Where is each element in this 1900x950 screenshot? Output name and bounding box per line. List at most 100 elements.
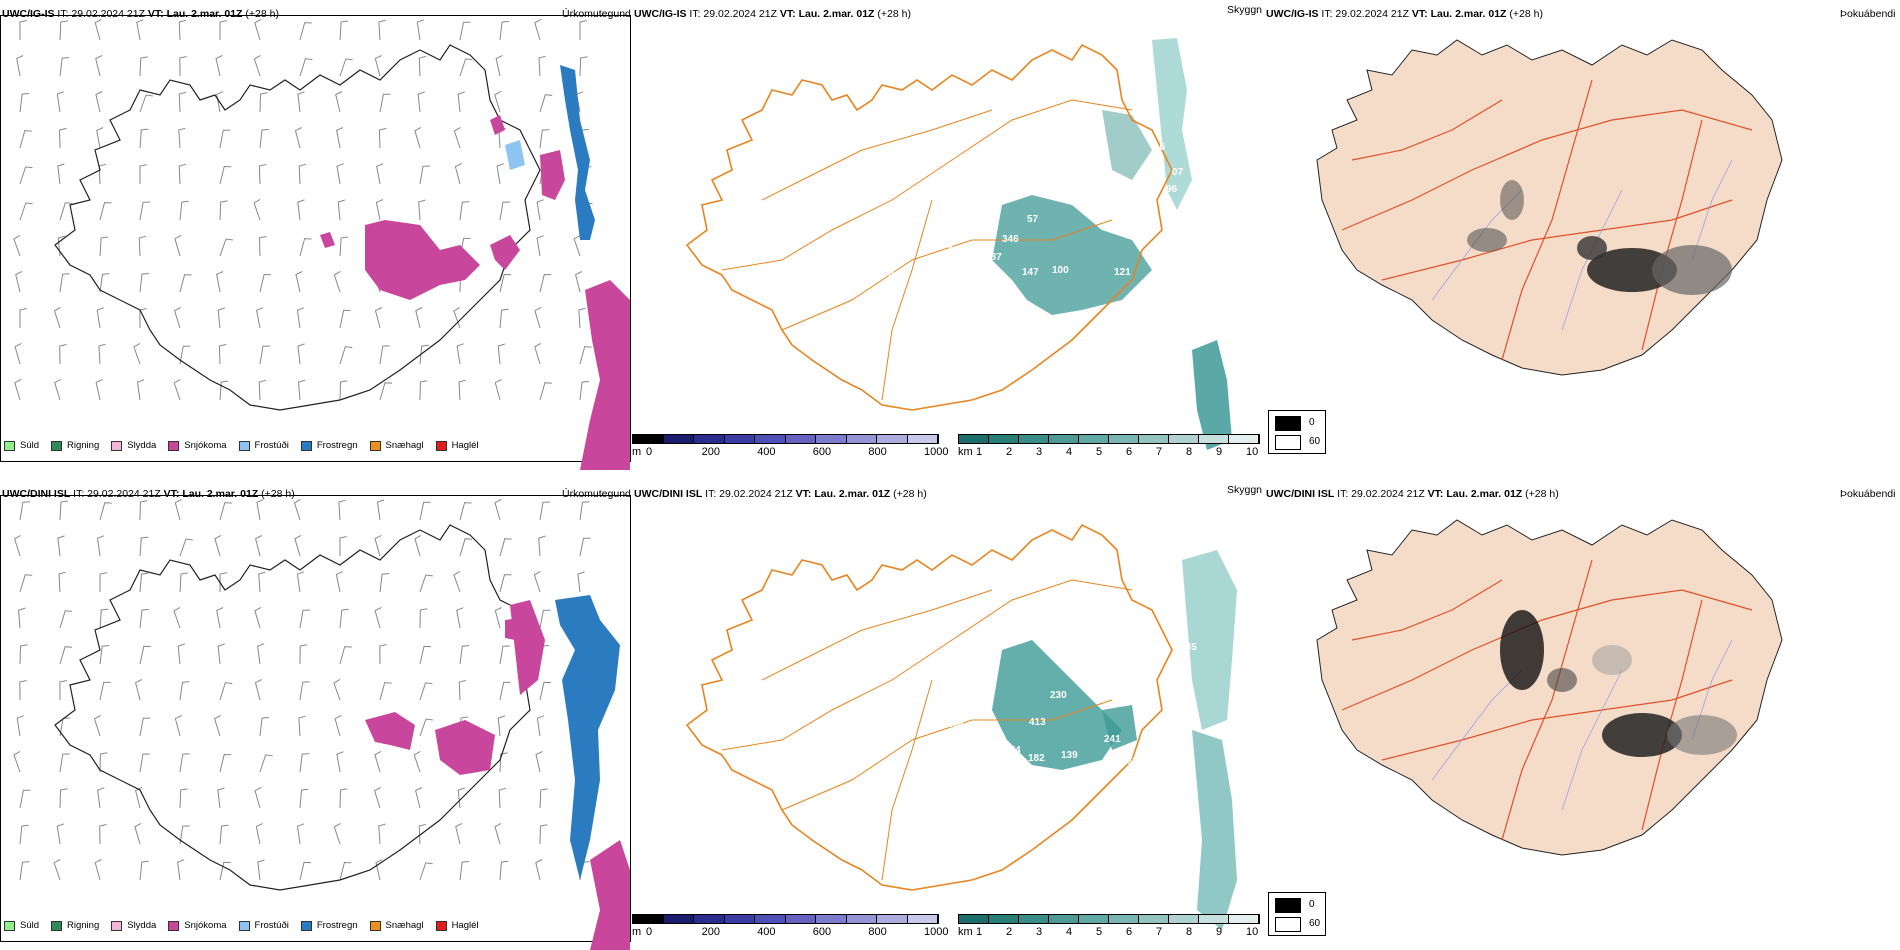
wind-barb: [139, 201, 151, 221]
legend-swatch: [238, 920, 250, 931]
visibility-panel-dini: UWC/DINI ISL IT: 29.02.2024 21Z VT: Lau.…: [632, 480, 1262, 950]
colorbar-tick: 400: [757, 926, 776, 938]
wind-barb: [539, 501, 551, 521]
panel-header: UWC/IG-IS IT: 29.02.2024 21Z VT: Lau. 2.…: [2, 8, 279, 20]
fog-patch: [1587, 248, 1677, 292]
iceland-coastline: [685, 43, 1173, 411]
colorbar-segment: [663, 915, 694, 923]
colorbar-segment: [1199, 435, 1229, 443]
legend-item: Slydda: [111, 920, 156, 931]
fog-swatch-60: [1275, 435, 1301, 450]
fog-patch: [1602, 713, 1682, 757]
wind-barb: [179, 572, 188, 593]
precip-legend: Súld Rigning Slydda Snjókoma Frostúði Frostre…: [4, 920, 479, 931]
wind-barb: [299, 644, 308, 665]
wind-barb: [259, 273, 272, 293]
wind-barb: [99, 824, 107, 845]
panel-header: UWC/DINI ISL IT: 29.02.2024 21Z VT: Lau.…: [1266, 488, 1559, 500]
wind-barb: [298, 163, 307, 185]
legend-item: Rigning: [51, 920, 99, 931]
wind-barb: [499, 574, 512, 593]
snow-area: [590, 840, 630, 950]
visibility-label: 139: [1061, 750, 1078, 761]
wind-barb: [339, 646, 352, 665]
wind-barb: [297, 343, 305, 365]
wind-barb: [53, 858, 61, 881]
wind-barb: [139, 56, 148, 77]
wind-barb: [494, 822, 502, 845]
frostudi-area: [505, 140, 525, 170]
map-frame: [0, 15, 631, 462]
wind-barb: [18, 607, 26, 629]
legend-item: Snæhagl: [369, 920, 424, 931]
wind-barb: [19, 93, 30, 113]
wind-barb: [494, 379, 502, 401]
wind-barb: [539, 129, 550, 149]
teal-area: [1102, 705, 1137, 750]
teal-area: [992, 640, 1122, 770]
wind-barb: [99, 645, 110, 665]
wind-barb: [538, 55, 546, 77]
wind-barb: [215, 55, 223, 77]
wind-barb: [418, 199, 426, 221]
wind-barb: [499, 860, 509, 881]
colorbar-segment: [1139, 435, 1169, 443]
wind-barb: [499, 681, 511, 701]
wind-barb: [216, 91, 224, 113]
wind-barb: [218, 343, 227, 365]
wind-barb: [99, 236, 109, 257]
wind-barb: [96, 307, 104, 329]
wind-barb: [56, 91, 64, 113]
wind-barb: [378, 823, 386, 845]
colorbar-segment: [989, 435, 1019, 443]
wind-barb: [339, 346, 353, 365]
colorbar-segment: [1229, 915, 1259, 923]
wind-barb: [19, 501, 30, 521]
wind-barb: [178, 91, 187, 113]
wind-barb: [499, 752, 508, 773]
colorbar-tick: 9: [1216, 446, 1223, 458]
wind-barb: [494, 90, 502, 113]
legend-label: Frostúði: [254, 440, 289, 451]
panel-title: Skyggni: [1227, 4, 1262, 16]
wind-barb: [59, 753, 70, 773]
wind-barb: [179, 753, 190, 773]
wind-barb: [59, 202, 73, 221]
wind-barb: [577, 571, 585, 593]
wind-barb: [59, 610, 73, 629]
teal-band: [1192, 730, 1237, 930]
visibility-label: 346: [1002, 234, 1019, 245]
snow-area: [490, 235, 520, 270]
wind-barb: [339, 20, 349, 41]
wind-barb: [133, 342, 141, 365]
visibility-colorbar: km 1 2 3 4 5 6 7 8 9 10: [958, 914, 1262, 940]
colorbar-segment: [1109, 435, 1139, 443]
snow-area: [490, 115, 505, 135]
wind-barb: [217, 643, 225, 665]
colorbar-segment: [959, 435, 989, 443]
wind-barb: [95, 91, 103, 113]
wind-barb: [575, 271, 583, 293]
wind-barb: [179, 788, 188, 809]
wind-barb: [459, 21, 471, 41]
wind-barb: [259, 92, 268, 113]
legend-swatch: [300, 440, 312, 451]
wind-barb: [419, 574, 433, 593]
wind-barb: [217, 787, 225, 809]
wind-barb: [259, 717, 270, 737]
legend-swatch: [369, 920, 381, 931]
fog-roads: [1341, 79, 1753, 361]
iceland-land: [1316, 519, 1783, 856]
wind-barb: [499, 273, 512, 293]
frostregn-area: [560, 65, 595, 240]
colorbar-tick: 4: [1066, 446, 1073, 458]
visibility-label: 147: [1022, 267, 1039, 278]
colorbar-segment: [1229, 435, 1259, 443]
wind-barb: [19, 20, 27, 41]
fog-panel-ig: UWC/IG-IS IT: 29.02.2024 21Z VT: Lau. 2.…: [1262, 0, 1900, 470]
wind-barb: [19, 308, 27, 329]
legend-label: Slydda: [127, 440, 157, 451]
wind-barb: [333, 678, 341, 701]
wind-barb: [174, 234, 182, 257]
